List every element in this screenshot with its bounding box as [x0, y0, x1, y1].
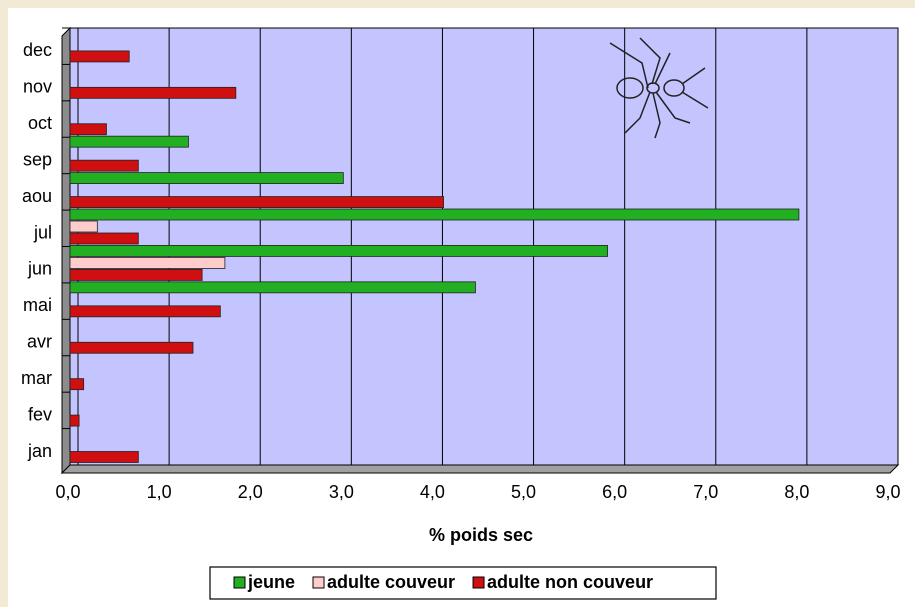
bar — [70, 209, 799, 220]
x-tick-label: 8,0 — [784, 482, 809, 502]
x-tick-label: 5,0 — [511, 482, 536, 502]
legend-label: adulte non couveur — [487, 572, 653, 592]
bar — [70, 452, 138, 463]
bar — [70, 269, 202, 280]
floor — [62, 465, 898, 473]
bar — [70, 136, 188, 147]
y-tick-label: avr — [27, 332, 52, 352]
y-tick-label: mai — [23, 295, 52, 315]
bar — [70, 51, 129, 62]
y-tick-label: sep — [23, 149, 52, 169]
bar — [70, 306, 220, 317]
bar — [70, 221, 97, 232]
bar — [70, 233, 138, 244]
y-tick-label: mar — [21, 368, 52, 388]
bar — [70, 415, 79, 426]
y-tick-label: jan — [27, 441, 52, 461]
legend-swatch — [473, 577, 484, 588]
x-tick-label: 4,0 — [420, 482, 445, 502]
y-tick-label: dec — [23, 40, 52, 60]
y-tick-label: jun — [27, 259, 52, 279]
x-tick-label: 3,0 — [329, 482, 354, 502]
bar — [70, 197, 444, 208]
x-tick-label: 0,0 — [55, 482, 80, 502]
x-axis-title: % poids sec — [429, 525, 533, 545]
chart: % poids sec jeune adulte couveur adulte no… — [0, 0, 915, 607]
bar — [70, 379, 84, 390]
bar — [70, 245, 608, 256]
side-wall — [62, 28, 70, 473]
x-tick-label: 9,0 — [875, 482, 900, 502]
x-tick-label: 7,0 — [693, 482, 718, 502]
y-tick-label: nov — [23, 77, 52, 97]
x-tick-label: 6,0 — [602, 482, 627, 502]
legend-label: jeune — [247, 572, 295, 592]
bar — [70, 160, 138, 171]
legend-swatch — [234, 577, 245, 588]
bar — [70, 282, 475, 293]
y-tick-label: jul — [33, 222, 52, 242]
y-tick-label: oct — [28, 113, 52, 133]
bar — [70, 257, 225, 268]
y-tick-label: aou — [22, 186, 52, 206]
legend-swatch — [313, 577, 324, 588]
page: {"chart_data": { "type": "hbar", "x_labe… — [0, 0, 915, 607]
legend-label: adulte couveur — [327, 572, 455, 592]
x-tick-label: 1,0 — [147, 482, 172, 502]
bar — [70, 173, 343, 184]
bar — [70, 124, 106, 135]
x-tick-label: 2,0 — [238, 482, 263, 502]
y-tick-label: fev — [28, 404, 52, 424]
bar — [70, 342, 193, 353]
bar — [70, 87, 236, 98]
